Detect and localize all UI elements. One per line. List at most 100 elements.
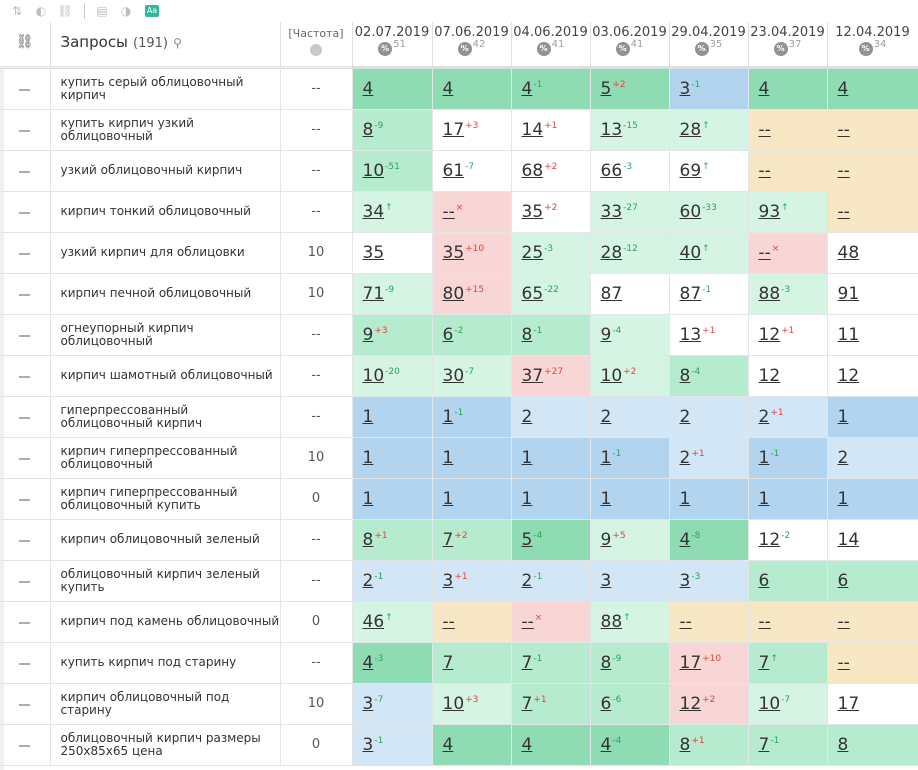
position-value[interactable]: 17 — [442, 119, 465, 140]
position-value[interactable]: 3 — [362, 734, 374, 755]
position-cell[interactable]: 10+2 — [590, 355, 670, 397]
position-value[interactable]: 4 — [837, 78, 849, 99]
position-value[interactable]: 60 — [679, 201, 702, 222]
row-toggle[interactable] — [0, 478, 51, 520]
position-cell[interactable]: 1 — [351, 396, 433, 438]
position-value[interactable]: 1 — [521, 488, 533, 509]
position-cell[interactable]: 3+1 — [432, 560, 512, 602]
row-toggle[interactable] — [0, 150, 51, 192]
position-value[interactable]: 4 — [521, 78, 533, 99]
position-value[interactable]: 2 — [679, 406, 691, 427]
position-value[interactable]: 65 — [521, 283, 544, 304]
position-cell[interactable]: 1-1 — [748, 437, 828, 479]
position-value[interactable]: 35 — [442, 242, 465, 263]
position-value[interactable]: 1 — [362, 406, 374, 427]
position-cell[interactable]: 10-7 — [748, 683, 828, 725]
position-cell[interactable]: 1 — [351, 437, 433, 479]
position-value[interactable]: 2 — [758, 406, 770, 427]
position-cell[interactable]: 2+1 — [669, 437, 749, 479]
position-value[interactable]: -- — [758, 119, 771, 140]
position-cell[interactable]: -- — [748, 109, 828, 151]
position-value[interactable]: -- — [758, 160, 771, 181]
position-cell[interactable]: 2 — [827, 437, 918, 479]
position-value[interactable]: 12 — [758, 529, 781, 550]
position-cell[interactable]: 93↑ — [748, 191, 828, 233]
position-cell[interactable]: 1 — [748, 478, 828, 520]
position-cell[interactable]: 6 — [827, 560, 918, 602]
position-cell[interactable]: 46↑ — [351, 601, 433, 643]
position-value[interactable]: 8 — [679, 734, 691, 755]
position-cell[interactable]: 4 — [511, 724, 591, 766]
position-cell[interactable]: 69↑ — [669, 150, 749, 192]
position-value[interactable]: -- — [758, 242, 771, 263]
toggle-icon[interactable]: ◐ — [35, 4, 47, 18]
position-value[interactable]: 2 — [521, 570, 533, 591]
position-value[interactable]: 7 — [442, 529, 454, 550]
position-value[interactable]: 35 — [521, 201, 544, 222]
position-value[interactable]: 40 — [679, 242, 702, 263]
position-cell[interactable]: -- — [748, 150, 828, 192]
position-value[interactable]: 14 — [521, 119, 544, 140]
position-cell[interactable]: 8+1 — [669, 724, 749, 766]
position-cell[interactable]: 6-2 — [432, 314, 512, 356]
position-cell[interactable]: 8-9 — [590, 642, 670, 684]
position-value[interactable]: 88 — [758, 283, 781, 304]
position-cell[interactable]: 5+2 — [590, 68, 670, 110]
position-value[interactable]: 80 — [442, 283, 465, 304]
position-value[interactable]: 4 — [442, 78, 454, 99]
position-value[interactable]: 9 — [362, 324, 374, 345]
position-cell[interactable]: 2 — [511, 396, 591, 438]
position-cell[interactable]: 9+5 — [590, 519, 670, 561]
position-value[interactable]: 2 — [600, 406, 612, 427]
position-cell[interactable]: 10-51 — [351, 150, 433, 192]
position-value[interactable]: 12 — [837, 365, 860, 386]
position-cell[interactable]: 61-7 — [432, 150, 512, 192]
position-value[interactable]: 48 — [837, 242, 860, 263]
row-toggle[interactable] — [0, 724, 51, 766]
position-cell[interactable]: 1 — [511, 478, 591, 520]
position-cell[interactable]: 65-22 — [511, 273, 591, 315]
position-cell[interactable]: 8-4 — [669, 355, 749, 397]
position-value[interactable]: 8 — [521, 324, 533, 345]
position-cell[interactable]: 8-9 — [351, 109, 433, 151]
position-value[interactable]: 88 — [600, 611, 623, 632]
position-cell[interactable]: 1 — [590, 478, 670, 520]
position-cell[interactable]: 7+1 — [511, 683, 591, 725]
position-cell[interactable]: 71-9 — [351, 273, 433, 315]
position-value[interactable]: 66 — [600, 160, 623, 181]
position-value[interactable]: 69 — [679, 160, 702, 181]
position-value[interactable]: 1 — [600, 488, 612, 509]
position-value[interactable]: 9 — [600, 324, 612, 345]
position-cell[interactable]: 87-1 — [669, 273, 749, 315]
position-cell[interactable]: 9-4 — [590, 314, 670, 356]
position-cell[interactable]: 60-33 — [669, 191, 749, 233]
position-value[interactable]: -- — [837, 201, 850, 222]
position-value[interactable]: -- — [521, 611, 534, 632]
position-value[interactable]: 1 — [521, 447, 533, 468]
position-value[interactable]: 87 — [600, 283, 623, 304]
position-cell[interactable]: 30-7 — [432, 355, 512, 397]
search-icon[interactable]: ⚲ — [173, 36, 182, 50]
position-cell[interactable]: --× — [748, 232, 828, 274]
position-cell[interactable]: 88-3 — [748, 273, 828, 315]
position-cell[interactable]: 6 — [748, 560, 828, 602]
position-value[interactable]: 6 — [600, 693, 612, 714]
position-cell[interactable]: 1-1 — [590, 437, 670, 479]
position-value[interactable]: 7 — [521, 652, 533, 673]
position-value[interactable]: 7 — [521, 693, 533, 714]
position-value[interactable]: 1 — [758, 488, 770, 509]
position-cell[interactable]: 1 — [351, 478, 433, 520]
position-cell[interactable]: 4-1 — [511, 68, 591, 110]
position-cell[interactable]: -- — [827, 601, 918, 643]
row-toggle[interactable] — [0, 191, 51, 233]
position-value[interactable]: 35 — [362, 242, 385, 263]
position-value[interactable]: 11 — [837, 324, 860, 345]
position-value[interactable]: 3 — [679, 570, 691, 591]
position-cell[interactable]: 3 — [590, 560, 670, 602]
position-value[interactable]: 8 — [837, 734, 849, 755]
position-value[interactable]: 7 — [442, 652, 454, 673]
row-toggle[interactable] — [0, 396, 51, 438]
position-cell[interactable]: 2 — [669, 396, 749, 438]
position-cell[interactable]: 4-8 — [669, 519, 749, 561]
position-cell[interactable]: 2-1 — [511, 560, 591, 602]
